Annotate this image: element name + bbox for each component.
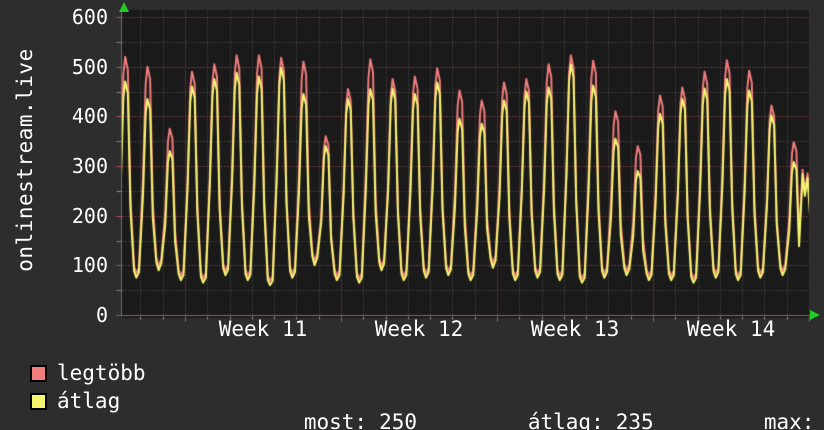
- y-axis-arrow-icon: [119, 2, 129, 12]
- x-axis-week-label: Week 11: [218, 317, 308, 341]
- x-axis-week-label: Week 14: [686, 317, 776, 341]
- legend-swatch-max-icon: [30, 364, 47, 382]
- y-axis-tick-label: 400: [71, 104, 108, 129]
- x-axis-week-label: Week 13: [530, 317, 620, 341]
- legend-swatch-avg-icon: [30, 392, 47, 410]
- vertical-axis-title: onlinestream.live: [13, 48, 37, 272]
- legend-item-avg: átlag: [30, 390, 120, 412]
- legend-label-max: legtöbb: [57, 361, 146, 385]
- x-axis-arrow-icon: [810, 310, 820, 320]
- stat-max-label: max:: [763, 410, 815, 430]
- y-axis-tick-label: 500: [71, 54, 108, 79]
- stat-average-value: 235: [615, 410, 654, 430]
- stat-current: most: 250: [228, 389, 417, 430]
- legend-item-max: legtöbb: [30, 362, 146, 384]
- y-axis-tick-label: 200: [71, 203, 108, 228]
- legend-label-avg: átlag: [57, 389, 121, 413]
- stat-current-value: 250: [379, 410, 418, 430]
- stat-max: max:523: [688, 389, 824, 430]
- stat-average: átlag: 235: [452, 389, 654, 430]
- stat-current-label: most:: [303, 410, 368, 430]
- y-axis-tick-label: 600: [71, 5, 108, 29]
- stat-average-label: átlag:: [527, 410, 604, 430]
- y-axis-tick-label: 100: [71, 253, 108, 278]
- y-axis-tick-label: 0: [95, 303, 108, 327]
- x-axis-week-label: Week 12: [374, 317, 464, 341]
- y-axis-tick-label: 300: [71, 154, 108, 178]
